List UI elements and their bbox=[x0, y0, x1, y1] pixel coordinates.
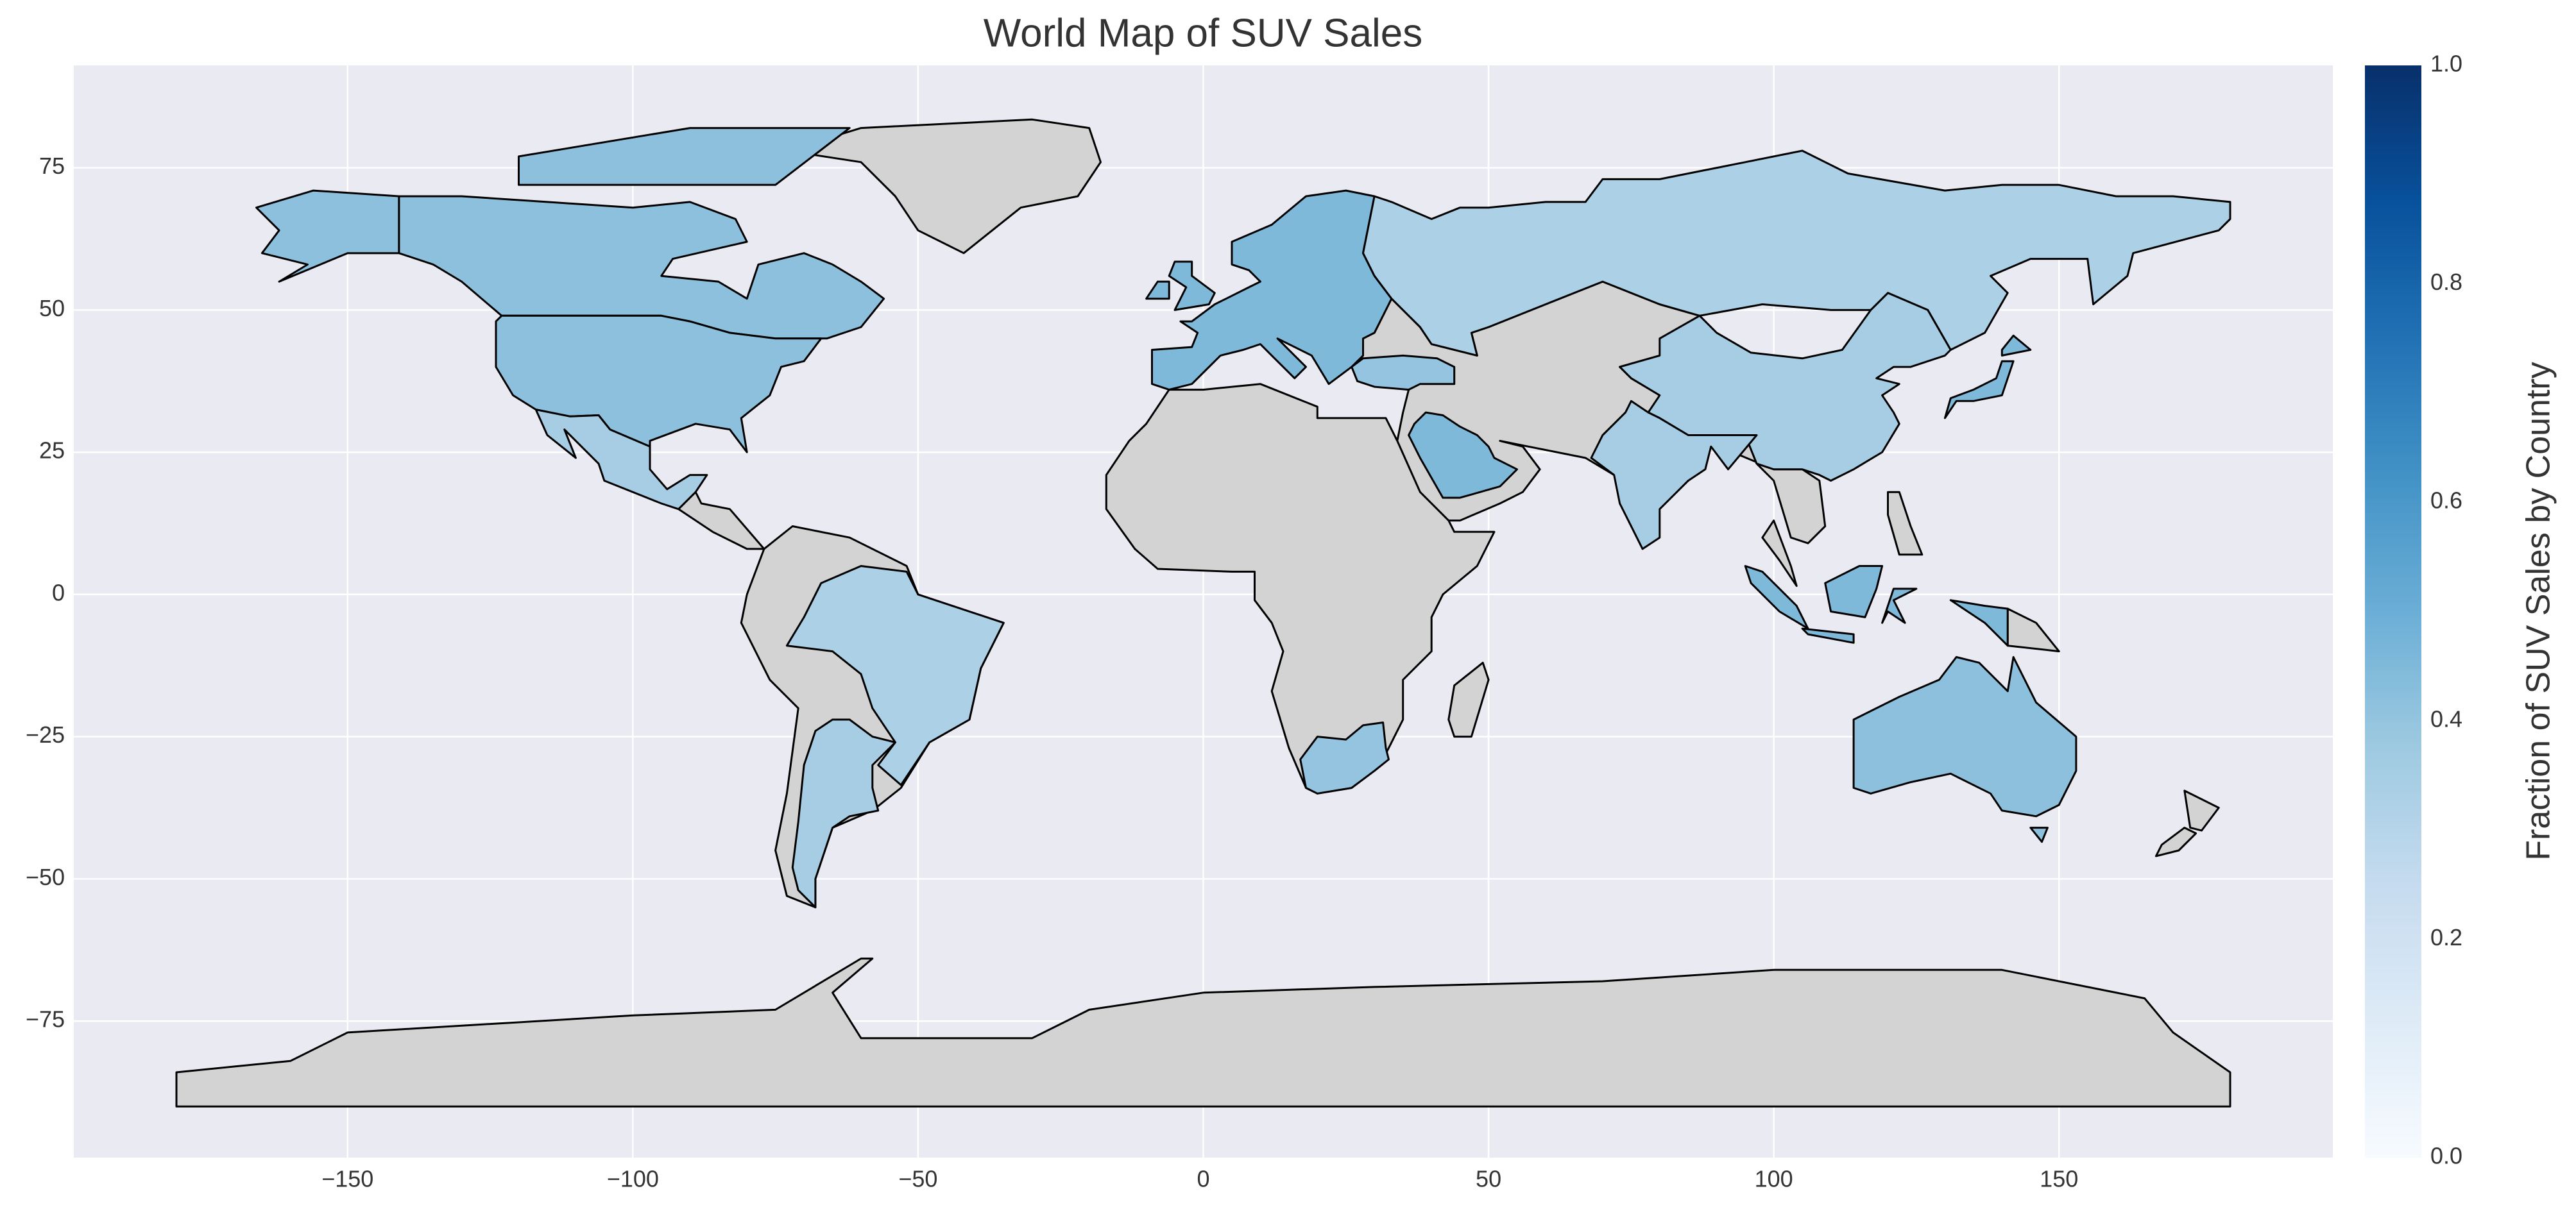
x-tick-label: 0 bbox=[1197, 1166, 1209, 1192]
colorbar-tick-label: 0.4 bbox=[2430, 705, 2462, 732]
land-no-data bbox=[175, 118, 2231, 1108]
y-tick-label: −50 bbox=[26, 864, 65, 890]
country bbox=[1744, 565, 2009, 647]
country bbox=[1943, 334, 2032, 419]
y-tick-label: 0 bbox=[52, 579, 65, 605]
y-tick-label: −25 bbox=[26, 722, 65, 748]
country bbox=[534, 409, 708, 511]
y-tick-label: 25 bbox=[39, 437, 65, 464]
colorbar-tick-label: 1.0 bbox=[2430, 51, 2462, 77]
x-tick-label: 100 bbox=[1755, 1166, 1793, 1192]
x-tick-label: −100 bbox=[607, 1166, 659, 1192]
country bbox=[785, 565, 1005, 786]
colorbar-tick-label: 0.2 bbox=[2430, 924, 2462, 950]
x-tick-label: 150 bbox=[2040, 1166, 2078, 1192]
colorbar bbox=[2365, 65, 2421, 1158]
country bbox=[1299, 722, 1390, 795]
country bbox=[1852, 656, 2077, 843]
y-tick-label: 75 bbox=[39, 153, 65, 179]
x-tick-label: −50 bbox=[898, 1166, 937, 1192]
y-tick-label: −75 bbox=[26, 1006, 65, 1033]
y-tick-label: 50 bbox=[39, 295, 65, 321]
country bbox=[1590, 400, 1758, 550]
country bbox=[1351, 354, 1456, 391]
colorbar-tick-label: 0.6 bbox=[2430, 487, 2462, 514]
x-tick-label: 50 bbox=[1476, 1166, 1501, 1192]
country bbox=[1408, 411, 1518, 499]
x-tick-label: −150 bbox=[321, 1166, 373, 1192]
country bbox=[1362, 149, 2231, 357]
colorbar-tick-label: 0.0 bbox=[2430, 1143, 2462, 1169]
chart-title: World Map of SUV Sales bbox=[984, 11, 1423, 55]
country bbox=[791, 718, 896, 909]
colorbar-label: Fraction of SUV Sales by Country bbox=[2520, 362, 2557, 860]
colorbar-tick-label: 0.8 bbox=[2430, 269, 2462, 295]
